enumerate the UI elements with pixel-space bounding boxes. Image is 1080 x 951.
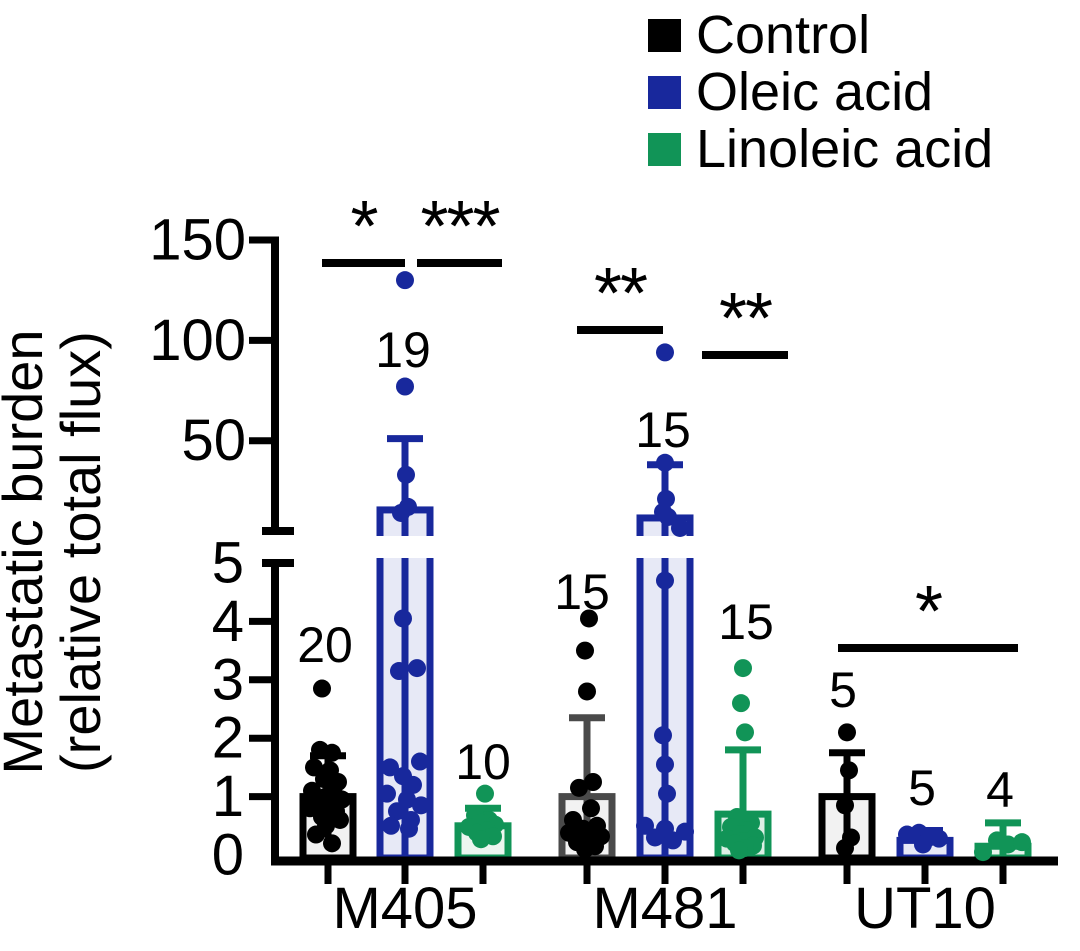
sample-size-label: 15	[718, 594, 774, 650]
data-point	[656, 343, 674, 362]
y-tick-label: 4	[212, 589, 244, 654]
data-point	[974, 843, 992, 862]
sample-size-label: 20	[297, 617, 353, 673]
sample-size-label: 15	[554, 564, 610, 620]
data-point	[576, 840, 594, 859]
data-point	[313, 679, 331, 698]
data-point	[412, 796, 430, 815]
data-point	[654, 726, 672, 745]
sample-size-label: 10	[455, 734, 511, 790]
data-point	[734, 659, 752, 678]
x-category-label: M481	[592, 876, 737, 941]
data-point	[838, 723, 856, 742]
data-point	[636, 816, 654, 835]
y-tick-label: 0	[212, 823, 244, 888]
data-point	[382, 816, 400, 835]
sample-size-label: 5	[908, 760, 936, 816]
significance-stars: *	[915, 572, 942, 652]
significance-stars: *	[350, 187, 377, 267]
data-point	[378, 784, 396, 803]
significance-stars: **	[594, 254, 647, 334]
data-point	[836, 838, 854, 857]
y-tick-label: 5	[212, 531, 244, 596]
data-point	[671, 518, 689, 537]
y-axis-title-line2: (relative total flux)	[49, 331, 112, 773]
axis-break-gap	[281, 536, 1062, 558]
data-point	[1013, 833, 1031, 852]
y-axis-title-line1: Metastatic burden	[0, 329, 54, 774]
data-point	[400, 819, 418, 838]
data-point	[305, 758, 323, 777]
legend-item-linoleic-acid: Linoleic acid	[648, 119, 994, 179]
data-point	[578, 682, 596, 701]
y-tick-label: 3	[212, 647, 244, 712]
legend-label: Control	[696, 5, 871, 65]
data-point	[315, 770, 333, 789]
data-point	[914, 835, 932, 854]
data-point	[576, 641, 594, 660]
data-point	[658, 784, 676, 803]
data-point	[392, 503, 410, 522]
data-point	[396, 377, 414, 396]
y-tick-label: 1	[212, 764, 244, 829]
data-point	[836, 796, 854, 815]
sample-size-label: 5	[829, 662, 857, 718]
sample-size-label: 4	[986, 762, 1014, 818]
y-tick-label: 2	[212, 706, 244, 771]
significance-stars: ***	[420, 187, 499, 267]
data-point	[999, 835, 1017, 854]
significance-stars: **	[719, 279, 772, 359]
data-point	[323, 743, 341, 762]
data-point	[930, 829, 948, 848]
data-point	[656, 571, 674, 590]
data-point	[656, 453, 674, 472]
sample-size-label: 15	[635, 402, 691, 458]
data-point	[404, 775, 422, 794]
legend-item-control: Control	[648, 5, 993, 65]
linoleic-acid-swatch-icon	[648, 132, 681, 166]
data-point	[331, 810, 349, 829]
data-point	[646, 828, 664, 847]
x-category-label: M405	[332, 876, 477, 941]
legend-label: Linoleic acid	[696, 119, 994, 179]
sample-size-label: 19	[375, 322, 431, 378]
data-point	[582, 799, 600, 818]
data-point	[323, 834, 341, 853]
data-point	[840, 761, 858, 780]
y-tick-label: 50	[181, 408, 246, 473]
data-point	[656, 755, 674, 774]
data-point	[398, 790, 416, 809]
legend-item-oleic-acid: Oleic acid	[648, 62, 993, 122]
data-point	[394, 609, 412, 628]
data-point	[476, 784, 494, 803]
legend-label: Oleic acid	[696, 62, 934, 122]
data-point	[388, 802, 406, 821]
data-point	[584, 773, 602, 791]
data-point	[580, 609, 598, 628]
data-point	[736, 723, 754, 742]
control-swatch-icon	[648, 18, 681, 52]
data-point	[472, 830, 490, 849]
data-point	[397, 465, 415, 484]
data-point	[411, 752, 429, 771]
data-point	[732, 694, 750, 713]
data-point	[396, 271, 414, 290]
oleic-acid-swatch-icon	[648, 75, 681, 109]
data-point	[664, 831, 682, 850]
data-point	[307, 825, 325, 844]
data-point	[390, 662, 408, 681]
data-point	[730, 841, 748, 860]
data-point	[570, 778, 588, 797]
y-tick-label: 100	[149, 308, 246, 373]
data-point	[408, 659, 426, 678]
y-tick-label: 150	[149, 208, 246, 273]
data-point	[659, 507, 677, 526]
chart-legend: Control Oleic acid Linoleic acid	[648, 5, 994, 179]
data-point	[381, 758, 399, 777]
x-category-label: UT10	[854, 876, 996, 941]
